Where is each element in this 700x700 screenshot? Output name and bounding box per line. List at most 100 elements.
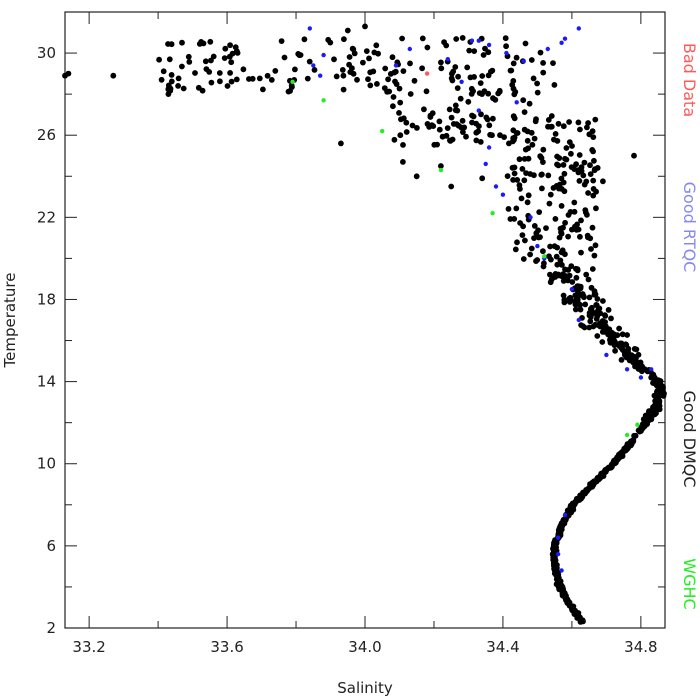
point-good-dmqc [179,39,185,46]
point-good-dmqc [546,253,552,260]
point-good-dmqc [560,292,567,299]
point-good-dmqc [502,35,509,42]
point-good-rtqc [493,184,499,189]
point-good-rtqc [528,215,533,220]
point-good-dmqc [538,155,545,161]
point-good-dmqc [439,133,446,140]
point-good-dmqc [551,545,558,551]
point-good-rtqc [555,535,561,540]
point-good-dmqc [568,150,574,157]
point-good-dmqc [540,146,547,153]
point-good-dmqc [436,126,443,133]
point-good-dmqc [543,225,549,232]
point-good-dmqc [657,378,664,384]
point-good-dmqc [581,159,588,166]
point-good-dmqc [573,274,580,281]
point-good-dmqc [505,206,512,212]
point-good-dmqc [478,111,484,118]
y-tick-label: 30 [37,44,56,62]
point-good-dmqc [590,186,597,192]
point-good-dmqc [530,75,537,82]
point-good-dmqc [452,102,459,109]
point-good-dmqc [531,223,538,229]
point-wghc [380,128,385,134]
point-good-dmqc [506,140,512,147]
point-good-dmqc [180,85,187,92]
point-good-dmqc [397,99,404,106]
point-good-dmqc [527,251,533,258]
point-good-dmqc [186,59,193,65]
point-good-dmqc [573,296,580,303]
point-good-dmqc [304,75,311,82]
point-good-dmqc [575,612,582,619]
point-good-dmqc [452,64,459,70]
point-good-dmqc [528,57,535,63]
point-good-dmqc [555,120,562,127]
point-good-dmqc [534,89,541,96]
point-good-dmqc [341,36,347,43]
point-good-rtqc [569,287,575,292]
x-tick-label: 33.2 [72,638,105,656]
point-good-dmqc [510,177,516,183]
point-good-dmqc [382,65,389,72]
point-good-dmqc [585,276,592,283]
point-good-dmqc [434,141,440,148]
point-good-dmqc [575,283,582,290]
point-good-dmqc [521,177,528,184]
point-good-dmqc [389,54,396,61]
point-good-dmqc [454,85,461,91]
point-good-rtqc [521,59,526,64]
point-good-dmqc [272,68,279,74]
point-good-dmqc [612,347,618,354]
point-good-dmqc [400,68,407,74]
point-good-dmqc [547,271,553,278]
point-good-dmqc [331,56,337,63]
point-good-dmqc [561,188,568,195]
legend-label-good-rtqc: Good RTQC [680,182,699,273]
point-good-dmqc [374,81,380,87]
point-good-dmqc [618,357,625,363]
point-good-dmqc [569,604,575,611]
point-good-dmqc [175,83,182,89]
point-wghc [624,432,630,438]
point-good-dmqc [480,52,487,58]
point-good-rtqc [504,50,509,56]
point-good-dmqc [554,138,561,144]
point-good-dmqc [216,70,223,76]
point-good-dmqc [202,58,209,65]
point-good-dmqc [203,66,210,72]
point-good-dmqc [229,50,236,57]
point-good-dmqc [459,35,466,41]
point-good-dmqc [534,257,541,263]
point-good-dmqc [590,177,597,184]
point-good-dmqc [566,119,572,125]
point-good-dmqc [568,263,575,270]
point-good-dmqc [587,171,594,178]
point-good-rtqc [576,317,581,323]
point-good-dmqc [306,58,313,65]
point-good-dmqc [421,106,427,113]
point-good-dmqc [577,306,584,313]
point-good-dmqc [473,137,480,144]
point-good-rtqc [638,375,644,380]
point-good-dmqc [624,441,631,447]
point-good-dmqc [65,70,72,77]
point-good-dmqc [613,456,620,462]
point-good-dmqc [455,73,461,80]
point-good-dmqc [518,195,525,202]
point-good-dmqc [473,120,479,127]
point-good-dmqc [550,185,557,191]
point-good-dmqc [522,40,529,47]
point-good-dmqc [479,175,486,182]
point-good-dmqc [545,172,552,179]
point-good-dmqc [656,385,663,392]
point-good-dmqc [584,124,590,131]
point-good-dmqc [381,85,388,91]
point-good-dmqc [391,136,398,143]
point-good-dmqc [167,85,174,92]
point-good-dmqc [632,432,639,439]
point-good-dmqc [533,230,540,237]
point-good-dmqc [465,98,472,105]
point-good-dmqc [594,296,601,302]
